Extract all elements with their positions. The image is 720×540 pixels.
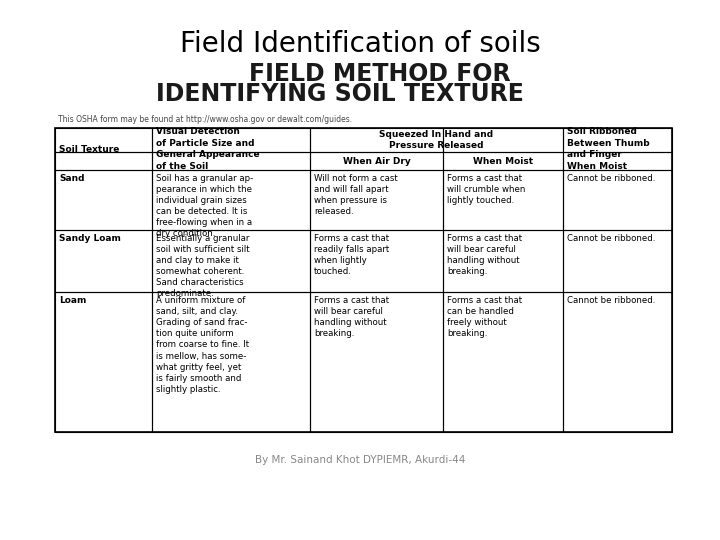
Text: Soil has a granular ap-
pearance in which the
individual grain sizes
can be dete: Soil has a granular ap- pearance in whic… [156,174,253,239]
Text: Visual Detection
of Particle Size and
General Appearance
of the Soil: Visual Detection of Particle Size and Ge… [156,127,260,171]
Bar [55,128,672,432]
Text: Forms a cast that
can be handled
freely without
breaking.: Forms a cast that can be handled freely … [447,296,522,338]
Text: Cannot be ribboned.: Cannot be ribboned. [567,234,655,243]
Bar [152,170,310,230]
Bar [563,152,672,170]
Bar [563,292,672,432]
Bar [55,230,152,292]
Text: When Moist: When Moist [473,157,533,165]
Text: Cannot be ribboned.: Cannot be ribboned. [567,296,655,305]
Bar [310,128,443,152]
Text: By Mr. Sainand Khot DYPIEMR, Akurdi-44: By Mr. Sainand Khot DYPIEMR, Akurdi-44 [255,455,465,465]
Text: When Air Dry: When Air Dry [343,157,410,165]
Text: This OSHA form may be found at http://www.osha.gov or dewalt.com/guides.: This OSHA form may be found at http://ww… [58,115,352,124]
Bar [443,170,563,230]
Bar [563,128,672,152]
Text: Loam: Loam [59,296,86,305]
Bar [443,152,563,170]
Bar [152,292,310,432]
Bar [55,170,152,230]
Text: Sandy Loam: Sandy Loam [59,234,121,243]
Text: Forms a cast that
will bear careful
handling without
breaking.: Forms a cast that will bear careful hand… [447,234,522,276]
Bar [310,230,443,292]
Text: Cannot be ribboned.: Cannot be ribboned. [567,174,655,183]
Text: Squeezed In Hand and
Pressure Released: Squeezed In Hand and Pressure Released [379,130,494,150]
Bar [152,128,310,152]
Text: A uniform mixture of
sand, silt, and clay.
Grading of sand frac-
tion quite unif: A uniform mixture of sand, silt, and cla… [156,296,249,394]
Text: Forms a cast that
will bear careful
handling without
breaking.: Forms a cast that will bear careful hand… [314,296,389,338]
Text: Field Identification of soils: Field Identification of soils [179,30,541,58]
Text: Sand: Sand [59,174,84,183]
Text: IDENTIFYING SOIL TEXTURE: IDENTIFYING SOIL TEXTURE [156,82,524,106]
Bar [152,152,310,170]
Bar [55,292,152,432]
Bar [310,152,443,170]
Bar [563,170,672,230]
Bar [443,230,563,292]
Text: Forms a cast that
readily falls apart
when lightly
touched.: Forms a cast that readily falls apart wh… [314,234,390,276]
Bar [443,292,563,432]
Text: Soil Texture: Soil Texture [59,145,120,153]
Bar [563,230,672,292]
Bar [55,128,152,152]
Bar [55,152,152,170]
Text: Forms a cast that
will crumble when
lightly touched.: Forms a cast that will crumble when ligh… [447,174,526,205]
Bar [310,170,443,230]
Text: Will not form a cast
and will fall apart
when pressure is
released.: Will not form a cast and will fall apart… [314,174,397,217]
Bar [443,128,563,152]
Bar [310,292,443,432]
Text: Essentially a granular
soil with sufficient silt
and clay to make it
somewhat co: Essentially a granular soil with suffici… [156,234,250,299]
Bar [152,230,310,292]
Text: FIELD METHOD FOR: FIELD METHOD FOR [249,62,510,86]
Text: Soil Ribboned
Between Thumb
and Finger
When Moist: Soil Ribboned Between Thumb and Finger W… [567,127,649,171]
